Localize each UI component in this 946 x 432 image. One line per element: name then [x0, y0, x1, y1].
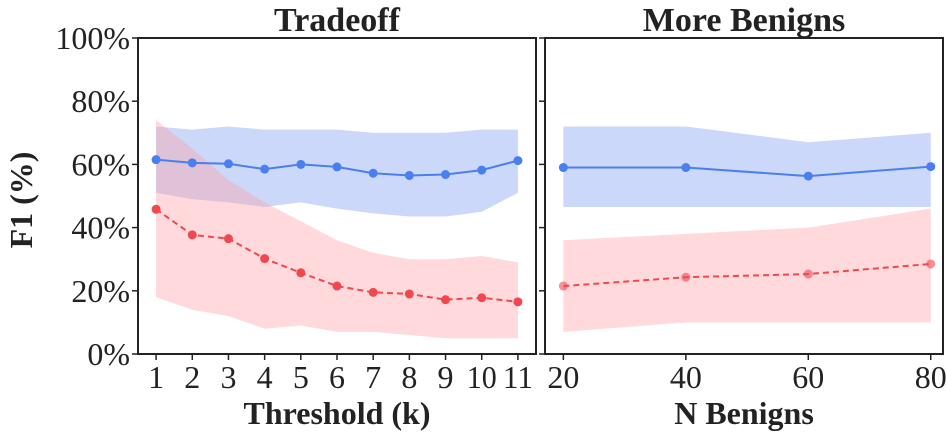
x-axis-label: Threshold (k) [243, 395, 430, 431]
point-series-0 [803, 171, 813, 181]
point-series-1 [803, 269, 813, 279]
y-tick-label: 20% [71, 273, 130, 309]
line-series-1 [563, 262, 931, 288]
x-axis-label: N Benigns [674, 395, 814, 431]
x-tick-label: 9 [438, 359, 454, 395]
x-tick-label: 11 [503, 359, 533, 395]
point-series-0 [260, 164, 270, 174]
plot-area: 0% 20% 40% 60% 80% 100% 1 2 3 4 5 6 7 8 9 10 11 [55, 20, 537, 395]
x-tick-label: 80 [915, 359, 946, 395]
point-series-1 [296, 268, 306, 278]
point-series-1 [404, 289, 414, 299]
point-series-0 [513, 156, 523, 166]
panel-title: More Benigns [643, 2, 845, 39]
y-tick-label: 0% [87, 336, 130, 372]
y-tick-label: 80% [71, 83, 130, 119]
point-series-1 [332, 281, 342, 291]
point-series-1 [477, 293, 487, 303]
y-tick-label: 60% [71, 146, 130, 182]
panel-title: Tradeoff [274, 2, 401, 39]
point-series-0 [187, 158, 197, 168]
point-series-0 [926, 162, 936, 172]
line-series-0 [563, 165, 931, 178]
point-series-1 [260, 254, 270, 264]
panel-tradeoff: Tradeoff Threshold (k) 0% 20% 40% 60% 80% 100… [55, 2, 537, 431]
point-series-0 [558, 163, 568, 173]
point-series-1 [558, 281, 568, 291]
band-series-0 [563, 126, 931, 208]
point-series-0 [477, 165, 487, 175]
point-series-1 [151, 204, 161, 214]
point-series-1 [441, 295, 451, 305]
x-tick-label: 10 [467, 359, 497, 395]
x-tick-label: 3 [220, 359, 236, 395]
point-series-0 [223, 159, 233, 169]
point-series-0 [296, 159, 306, 169]
point-series-0 [368, 168, 378, 178]
point-series-0 [332, 162, 342, 172]
y-tick-label: 40% [71, 210, 130, 246]
point-series-0 [441, 170, 451, 180]
point-series-0 [404, 170, 414, 180]
x-tick-label: 1 [148, 359, 164, 395]
line-series-1 [155, 208, 519, 303]
band-series-1 [563, 208, 931, 332]
x-tick-label: 7 [365, 359, 381, 395]
x-tick-label: 60 [792, 359, 824, 395]
point-series-1 [223, 234, 233, 244]
x-tick-label: 4 [257, 359, 273, 395]
point-series-0 [151, 155, 161, 165]
x-tick-label: 40 [670, 359, 702, 395]
x-tick-label: 20 [547, 359, 579, 395]
point-series-0 [681, 163, 691, 173]
y-tick-label: 100% [55, 20, 130, 56]
band-series-0 [156, 126, 518, 217]
plot-area: 20 40 60 80 [539, 37, 946, 395]
point-series-1 [513, 297, 523, 307]
x-tick-label: 2 [184, 359, 200, 395]
panel-more-benigns: More Benigns N Benigns 20 40 60 80 [539, 2, 946, 431]
band-series-1 [156, 120, 518, 339]
point-series-1 [187, 230, 197, 240]
axes-frame [544, 37, 944, 355]
point-series-1 [926, 259, 936, 269]
x-tick-label: 6 [329, 359, 345, 395]
x-tick-label: 8 [401, 359, 417, 395]
x-tick-label: 5 [293, 359, 309, 395]
point-series-1 [681, 272, 691, 282]
y-axis-label: F1 (%) [3, 152, 39, 249]
point-series-1 [368, 287, 378, 297]
